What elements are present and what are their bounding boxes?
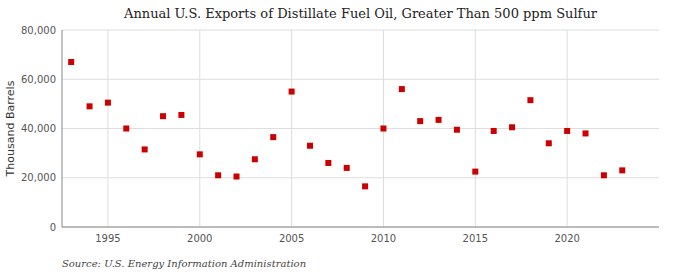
x-tick-label: 2005	[279, 233, 304, 244]
point	[234, 174, 240, 180]
x-tick-label: 2000	[187, 233, 212, 244]
point	[123, 126, 129, 132]
point	[454, 127, 460, 133]
y-tick-label: 80,000	[21, 25, 56, 36]
point	[142, 146, 148, 152]
point	[307, 143, 313, 149]
point	[436, 117, 442, 123]
point	[583, 130, 589, 136]
point	[601, 172, 607, 178]
y-tick-label: 60,000	[21, 74, 56, 85]
point	[289, 89, 295, 95]
y-tick-label: 0	[50, 222, 56, 233]
x-grid-line	[475, 30, 476, 227]
y-axis-line	[62, 30, 63, 227]
point	[178, 112, 184, 118]
point	[215, 172, 221, 178]
point	[87, 103, 93, 109]
point	[160, 113, 166, 119]
point	[362, 183, 368, 189]
point	[380, 126, 386, 132]
y-grid-line	[62, 177, 659, 178]
x-tick-label: 2020	[554, 233, 579, 244]
point	[68, 59, 74, 65]
point	[417, 118, 423, 124]
point	[491, 128, 497, 134]
point	[197, 151, 203, 157]
y-axis-label: Thousand Barrels	[4, 80, 17, 177]
annotation: Source: U.S. Energy Information Administ…	[62, 258, 306, 269]
axes: 0 20,000 40,000 60,000 80,000 1995 2000 2005 201…	[21, 25, 659, 245]
y-grid-line	[62, 227, 659, 228]
point	[270, 134, 276, 140]
y-tick-label: 20,000	[21, 172, 56, 183]
point	[399, 86, 405, 92]
title: Annual U.S. Exports of Distillate Fuel O…	[123, 6, 598, 21]
point	[564, 128, 570, 134]
point	[546, 140, 552, 146]
point	[325, 160, 331, 166]
x-grid-line	[199, 30, 200, 227]
x-grid-line	[291, 30, 292, 227]
y-grid-line	[62, 79, 659, 80]
points	[68, 59, 625, 189]
x-axis-line	[62, 227, 659, 228]
point	[344, 165, 350, 171]
x-tick-label: 2010	[371, 233, 396, 244]
point	[105, 100, 111, 106]
y-grid-line	[62, 30, 659, 31]
point	[252, 156, 258, 162]
point	[619, 167, 625, 173]
y-tick-label: 40,000	[21, 123, 56, 134]
x-tick-label: 1995	[95, 233, 120, 244]
point	[527, 97, 533, 103]
point	[509, 124, 515, 130]
x-tick-label: 2015	[463, 233, 488, 244]
point	[472, 169, 478, 175]
chart: 0 20,000 40,000 60,000 80,000 1995 2000 2005 201…	[0, 0, 675, 275]
x-grid-line	[107, 30, 108, 227]
grid	[62, 30, 659, 227]
